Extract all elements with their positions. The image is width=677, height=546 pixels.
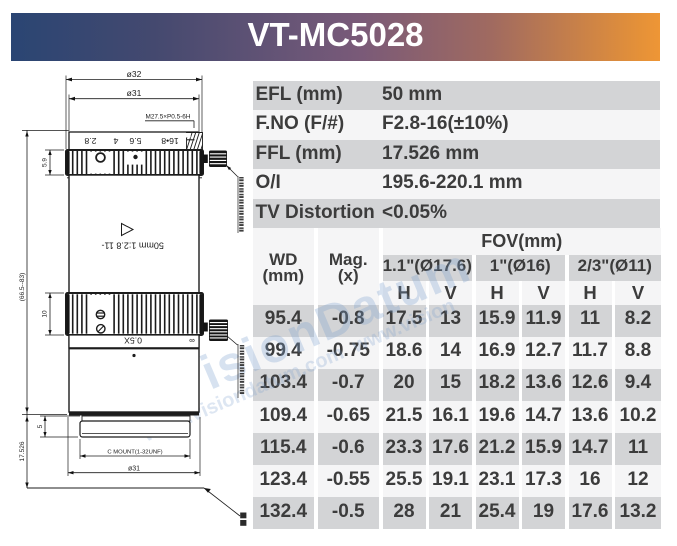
svg-text:17.526: 17.526: [19, 441, 26, 461]
svg-text:0.5X: 0.5X: [124, 336, 142, 346]
svg-text:M27.5×P0.5-6H: M27.5×P0.5-6H: [146, 114, 191, 121]
svg-text:5.6: 5.6: [129, 136, 141, 146]
svg-text:(66.5--83): (66.5--83): [19, 273, 26, 302]
svg-text:5: 5: [37, 424, 44, 428]
svg-text:4: 4: [113, 136, 118, 146]
svg-text:C MOUNT(1-32UNF): C MOUNT(1-32UNF): [107, 450, 162, 456]
svg-text:ø31: ø31: [128, 465, 140, 472]
svg-text:5.9: 5.9: [42, 158, 49, 167]
svg-text:ø32: ø32: [127, 69, 142, 79]
svg-text:10: 10: [42, 310, 49, 318]
svg-text:50mm 1:2.8 11-: 50mm 1:2.8 11-: [102, 241, 164, 251]
svg-text:ø31: ø31: [127, 88, 142, 98]
svg-text:2.8: 2.8: [84, 136, 96, 146]
svg-text:16•8: 16•8: [161, 136, 179, 146]
svg-text:∞: ∞: [189, 336, 195, 345]
